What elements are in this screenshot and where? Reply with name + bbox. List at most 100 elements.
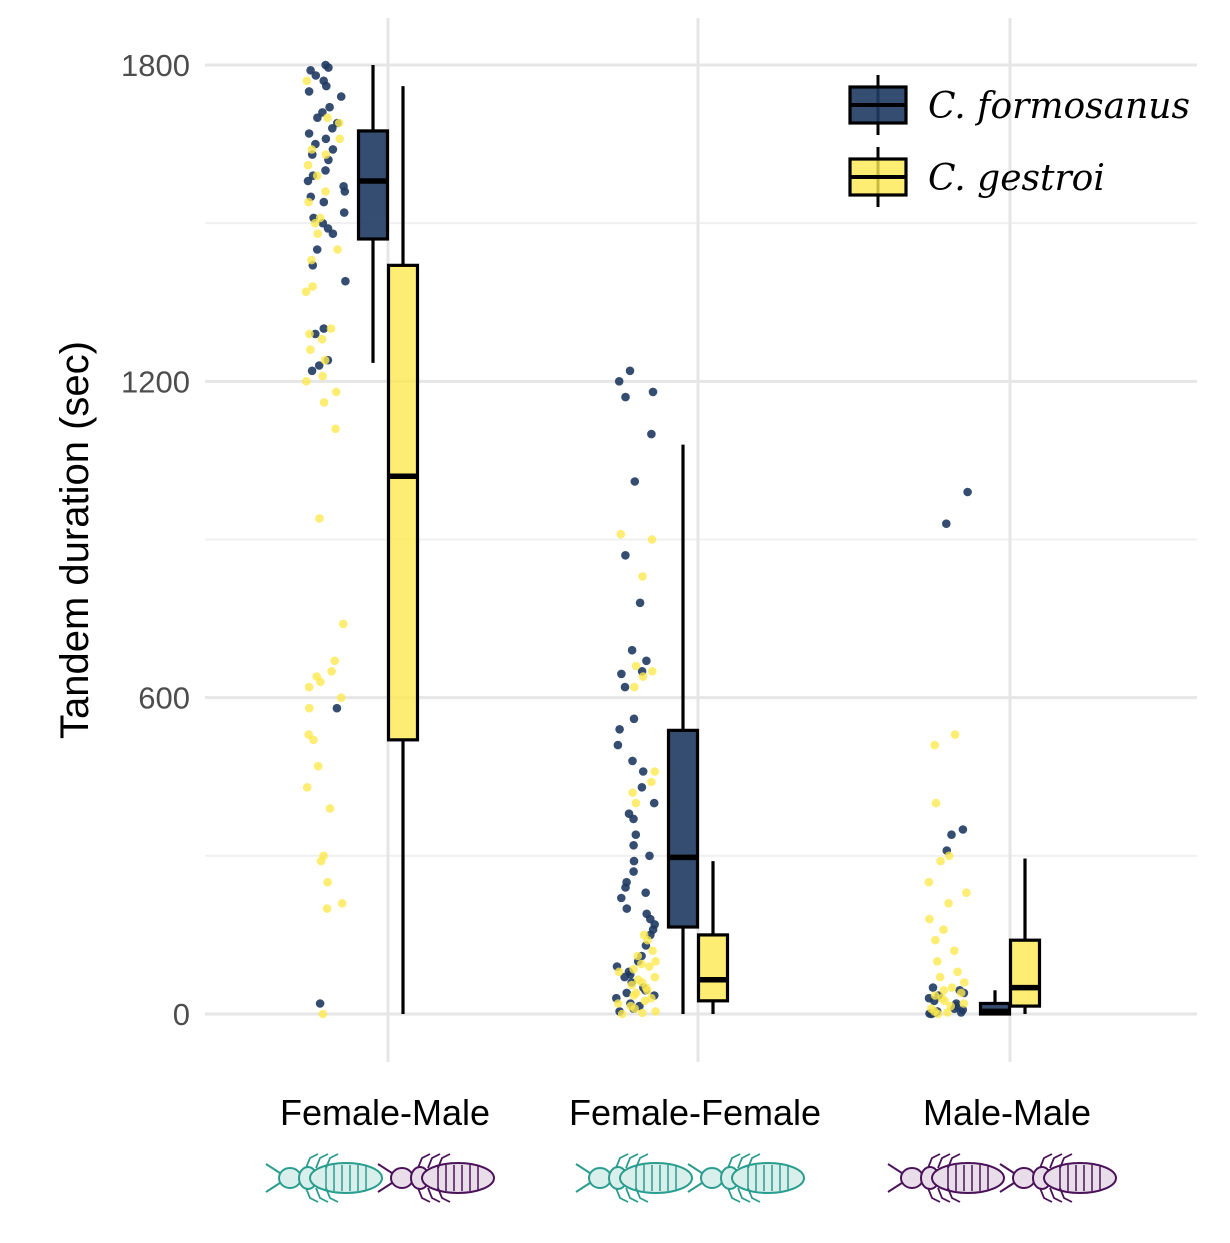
formosanus-point <box>319 197 329 207</box>
gestroi-point <box>335 134 345 144</box>
formosanus-point <box>340 187 350 196</box>
formosanus-point <box>322 81 331 91</box>
gestroi-point <box>331 424 340 434</box>
formosanus-point <box>615 725 624 734</box>
formosanus-point <box>311 71 321 80</box>
gestroi-point <box>651 957 660 966</box>
formosanus-box <box>356 129 390 241</box>
gestroi-point <box>613 999 623 1008</box>
gestroi-point <box>312 171 322 180</box>
gestroi-point <box>302 76 312 86</box>
gestroi-point <box>307 145 317 154</box>
gestroi-point <box>325 804 335 813</box>
gestroi-point <box>630 1004 639 1013</box>
formosanus-point <box>621 551 630 560</box>
gestroi-point <box>627 980 636 990</box>
y-axis-title: Tandem duration (sec) <box>53 341 97 739</box>
x-axis-categories: Female-Male Female-Female Male-Male <box>280 1092 1091 1133</box>
y-tick-label: 1800 <box>121 48 190 83</box>
formosanus-point <box>629 814 638 824</box>
gestroi-point <box>950 730 960 739</box>
gestroi-point <box>638 672 648 681</box>
formosanus-point <box>637 783 647 792</box>
formosanus-point <box>328 145 338 154</box>
gestroi-point <box>319 398 329 407</box>
gestroi-point <box>956 988 966 998</box>
gestroi-point <box>960 978 969 987</box>
gestroi-point <box>320 355 330 365</box>
gestroi-point <box>947 983 957 992</box>
gestroi-point <box>317 334 327 344</box>
gestroi-point <box>930 991 940 1000</box>
gestroi-point <box>633 951 643 961</box>
gestroi-point <box>644 962 654 971</box>
formosanus-point <box>627 645 637 655</box>
gestroi-point <box>316 856 326 866</box>
gestroi-point <box>630 682 639 692</box>
formosanus-point <box>635 598 645 608</box>
gestroi-box <box>1008 938 1042 1008</box>
formosanus-point <box>956 1008 966 1017</box>
x-category-label: Female-Male <box>280 1092 490 1133</box>
gestroi-point <box>629 991 639 1000</box>
y-tick-label: 1200 <box>121 364 190 399</box>
gestroi-point <box>638 572 647 581</box>
gestroi-point <box>323 877 332 887</box>
y-tick-label: 600 <box>138 681 190 716</box>
gestroi-point <box>637 959 646 969</box>
formosanus-point <box>629 856 639 866</box>
gestroi-point <box>303 160 313 170</box>
formosanus-point <box>304 87 314 96</box>
formosanus-point <box>641 888 650 897</box>
formosanus-point <box>313 113 322 122</box>
formosanus-point <box>622 988 631 998</box>
formosanus-point <box>638 767 648 776</box>
gestroi-point <box>939 986 949 995</box>
formosanus-point <box>648 387 658 397</box>
gestroi-point <box>935 972 945 982</box>
formosanus-point <box>617 669 626 679</box>
formosanus-point <box>304 129 314 138</box>
formosanus-point <box>303 176 313 186</box>
x-category-label: Female-Female <box>569 1092 821 1133</box>
formosanus-point <box>312 245 322 254</box>
formosanus-point <box>629 867 638 876</box>
gestroi-point <box>631 661 641 671</box>
formosanus-point <box>336 92 346 101</box>
gestroi-point <box>318 371 327 381</box>
gestroi-point <box>629 964 638 974</box>
gestroi-point <box>950 946 959 955</box>
gestroi-point <box>944 899 953 908</box>
gestroi-point <box>946 1001 955 1011</box>
gestroi-point <box>313 761 323 771</box>
female-termite-icon <box>687 1153 805 1203</box>
formosanus-point <box>332 703 342 713</box>
gestroi-point <box>318 1009 328 1019</box>
legend-item-formosanus: C. formosanus <box>848 75 1190 135</box>
formosanus-point <box>620 682 630 692</box>
formosanus-point <box>963 487 972 497</box>
gestroi-point <box>302 377 311 386</box>
gestroi-box <box>696 933 730 1003</box>
gestroi-point <box>304 682 314 692</box>
formosanus-point <box>328 124 337 133</box>
gestroi-point <box>337 899 347 908</box>
formosanus-point <box>324 63 333 72</box>
gestroi-point <box>631 798 641 808</box>
gestroi-point <box>338 619 348 629</box>
formosanus-point <box>628 756 637 766</box>
legend-label: C. formosanus <box>928 86 1190 127</box>
gestroi-point <box>614 967 624 977</box>
gestroi-point <box>302 783 312 792</box>
gestroi-point <box>315 514 324 523</box>
gestroi-point <box>333 245 342 254</box>
gestroi-point <box>308 282 317 291</box>
gestroi-point <box>925 914 934 924</box>
gestroi-point <box>647 535 657 544</box>
gestroi-point <box>638 1008 647 1018</box>
formosanus-point <box>341 276 350 286</box>
formosanus-point <box>622 904 632 913</box>
gestroi-point <box>305 329 314 339</box>
gestroi-point <box>643 986 652 995</box>
